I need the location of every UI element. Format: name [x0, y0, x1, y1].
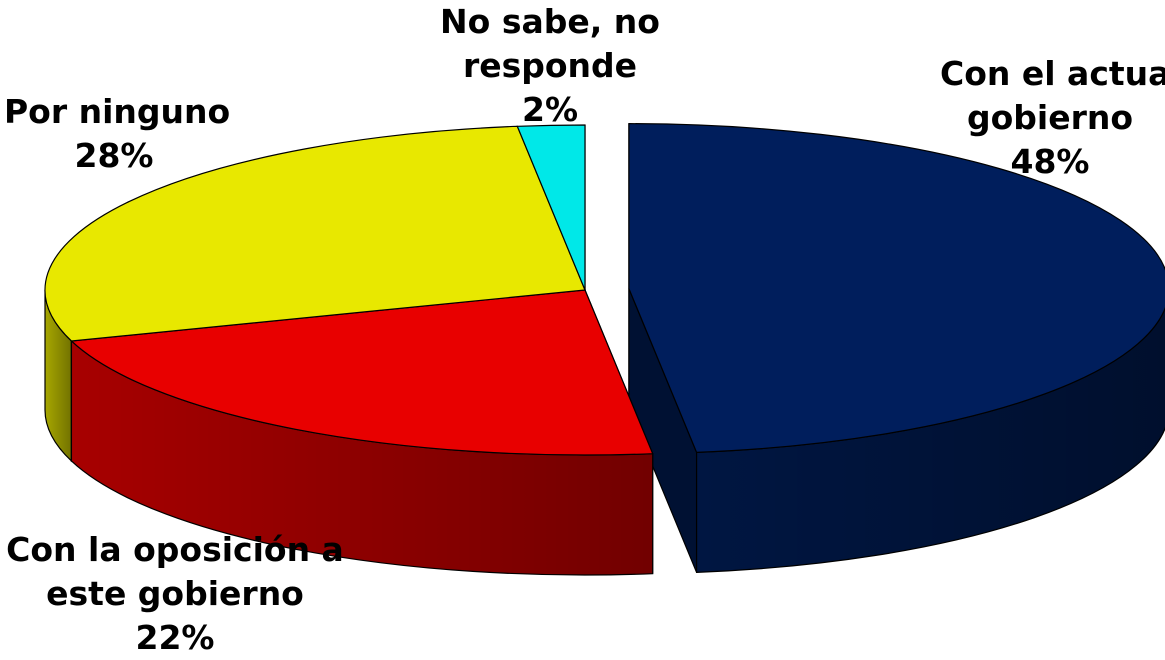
pie-chart-svg: [44, 123, 1165, 576]
pie-tops: [44, 123, 1165, 456]
slice-label-no-sabe: No sabe, no responde 2%: [440, 2, 660, 129]
slice-top-por-ninguno: [44, 125, 586, 342]
slice-label-oposicion: Con la oposición a este gobierno 22%: [6, 530, 344, 657]
slice-top-con-el-actual-gobierno: [628, 123, 1165, 453]
slice-side-shade-con-el-actual-gobierno: [696, 308, 1165, 573]
slice-side-shade-con-la-oposicion-a-este-gobierno: [71, 340, 653, 575]
slice-top-con-la-oposicion-a-este-gobierno: [70, 289, 654, 456]
slice-side-shade-por-ninguno: [45, 290, 72, 461]
slice-label-actual-gobierno: Con el actual gobierno 48%: [940, 54, 1165, 181]
slice-label-por-ninguno: Por ninguno 28%: [4, 92, 231, 175]
slice-top-no-sabe-no-responde: [516, 124, 586, 291]
